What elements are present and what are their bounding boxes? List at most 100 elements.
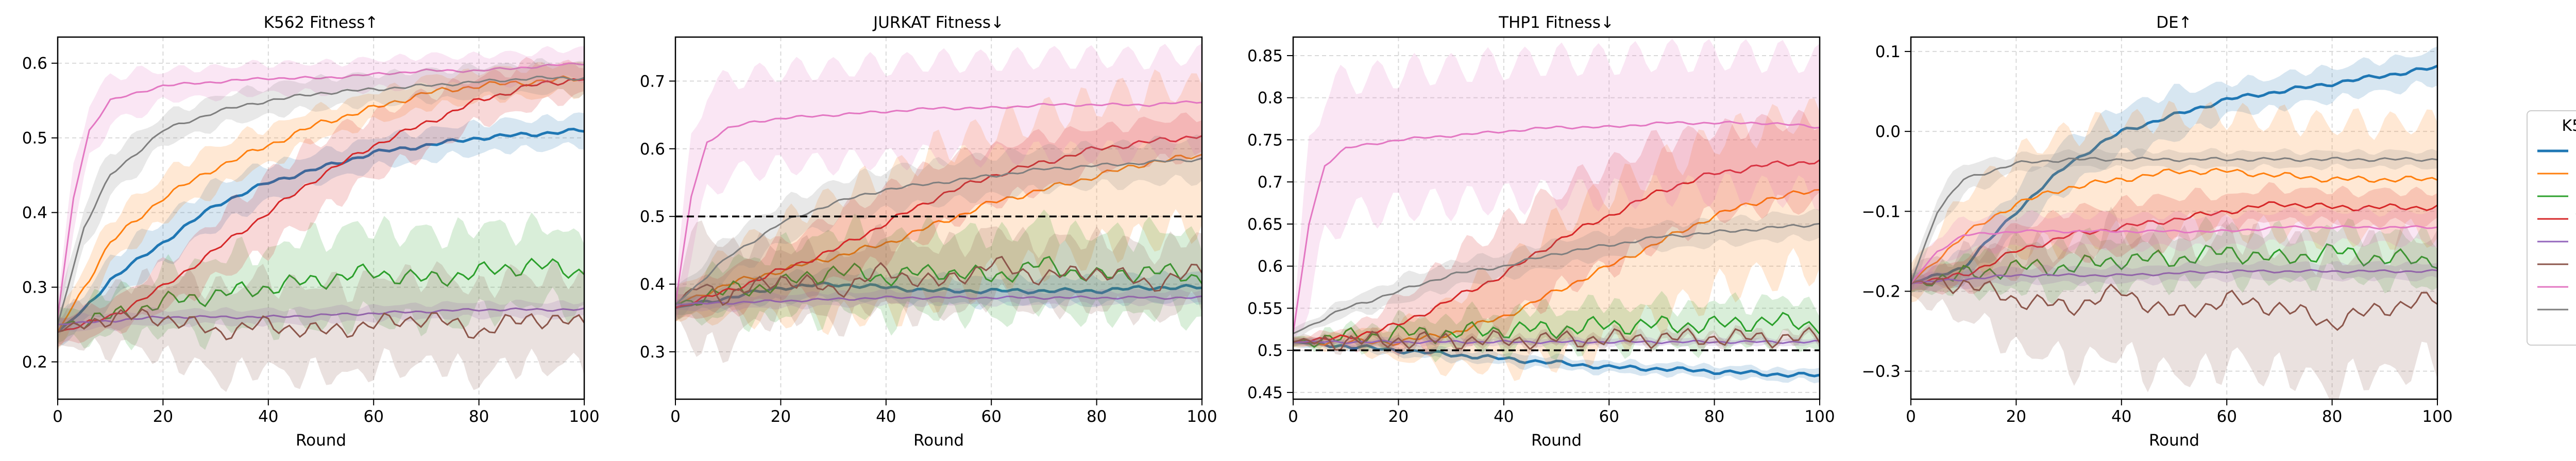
x-tick-label: 60 — [2216, 407, 2236, 426]
series-line-ours — [1911, 64, 2437, 285]
band-pex — [1911, 148, 2437, 293]
y-tick-label: 0.65 — [1247, 215, 1283, 234]
band-cma-es — [58, 299, 584, 332]
x-tick-label: 40 — [2111, 407, 2131, 426]
plot-area — [675, 43, 1202, 363]
series-line-adalead — [58, 62, 584, 317]
x-tick-label: 40 — [258, 407, 278, 426]
x-tick-label: 40 — [876, 407, 896, 426]
plot-area — [1911, 46, 2437, 399]
band-adalead — [675, 43, 1202, 323]
series-line-cma-es — [58, 307, 584, 326]
y-tick-label: −0.3 — [1862, 363, 1901, 381]
x-tick-label: 60 — [1599, 407, 1619, 426]
series-line-bo — [1911, 243, 2437, 287]
x-tick-label: 20 — [1388, 407, 1409, 426]
series-line-pex — [58, 75, 584, 325]
series-line-log-barrier — [1911, 167, 2437, 284]
legend-item-pex: PEX — [2537, 309, 2568, 311]
band-bo — [675, 209, 1202, 336]
band-cma-es — [675, 288, 1202, 313]
legend-item-log-barrier: Log Barrier — [2537, 173, 2568, 175]
series-line-ours — [675, 281, 1202, 310]
band-lag-ppo — [1911, 207, 2437, 399]
x-tick-label: 100 — [2422, 407, 2452, 426]
band-log-barrier — [675, 69, 1202, 335]
y-tick-label: 0.85 — [1247, 47, 1283, 65]
x-tick-label: 80 — [469, 407, 489, 426]
legend-item-lag-ppo: Lag PPO — [2537, 263, 2568, 265]
axes-frame — [57, 36, 585, 400]
series-line-taco — [58, 78, 584, 333]
y-tick-label: 0.55 — [1247, 299, 1283, 318]
series-line-taco — [1911, 201, 2437, 284]
y-tick-label: 0.4 — [22, 204, 47, 223]
axes-frame — [674, 36, 1203, 400]
y-tick-label: 0.3 — [640, 343, 665, 362]
y-tick-label: 0.75 — [1247, 131, 1283, 149]
x-tick-label: 20 — [153, 407, 173, 426]
band-taco — [1293, 109, 1820, 356]
band-log-barrier — [1293, 98, 1820, 381]
x-axis-label: Round — [2149, 431, 2199, 450]
series-line-lag-ppo — [1911, 278, 2437, 331]
band-taco — [58, 57, 584, 348]
legend-item-bo: BO — [2537, 195, 2568, 197]
series-line-cma-es — [675, 295, 1202, 305]
series-line-ours — [58, 127, 584, 333]
y-tick-label: 0.6 — [22, 55, 47, 73]
x-tick-label: 0 — [1906, 407, 1916, 426]
y-tick-label: 0.45 — [1247, 384, 1283, 402]
band-pex — [58, 58, 584, 342]
series-line-taco — [1293, 159, 1820, 343]
series-line-adalead — [675, 100, 1202, 305]
x-tick-label: 60 — [981, 407, 1001, 426]
series-line-lag-ppo — [58, 308, 584, 340]
legend-entries: OursLog BarrierBOTACOCMA-ESLag PPOAdaLea… — [2537, 149, 2576, 311]
y-tick-label: −0.1 — [1862, 202, 1901, 221]
band-pex — [675, 134, 1202, 320]
y-tick-label: 0.0 — [1875, 123, 1901, 141]
series-line-ours — [1293, 340, 1820, 378]
x-tick-label: 80 — [1087, 407, 1107, 426]
band-adalead — [1293, 39, 1820, 342]
y-tick-label: −0.2 — [1862, 282, 1901, 301]
chart-title: DE↑ — [2156, 13, 2192, 32]
x-tick-label: 100 — [569, 407, 599, 426]
band-taco — [1911, 182, 2437, 295]
band-lag-ppo — [675, 220, 1202, 363]
y-tick-label: 0.5 — [22, 129, 47, 148]
y-tick-label: 0.7 — [1258, 173, 1283, 192]
plot-area — [58, 46, 584, 392]
series-line-cma-es — [1911, 269, 2437, 284]
series-line-adalead — [1911, 225, 2437, 284]
chart-title: K562 Fitness↑ — [264, 13, 379, 32]
x-tick-label: 80 — [1704, 407, 1724, 426]
series-line-adalead — [1293, 121, 1820, 334]
band-pex — [1293, 208, 1820, 338]
band-bo — [1911, 216, 2437, 305]
x-tick-label: 0 — [53, 407, 63, 426]
band-adalead — [58, 46, 584, 331]
series-line-lag-ppo — [1293, 327, 1820, 351]
x-tick-label: 20 — [2006, 407, 2026, 426]
band-cma-es — [1911, 260, 2437, 292]
x-tick-label: 60 — [363, 407, 383, 426]
axes-frame — [1292, 36, 1821, 400]
x-tick-label: 80 — [2322, 407, 2342, 426]
chart-title: THP1 Fitness↓ — [1498, 13, 1614, 32]
y-tick-label: 0.8 — [1258, 89, 1283, 108]
x-tick-label: 40 — [1494, 407, 1514, 426]
band-lag-ppo — [58, 260, 584, 392]
charts: 0 20 40 60 80 100 0.2 0.3 0.4 0.5 0.6 K562 Fitness↑… — [22, 13, 2453, 450]
x-axis-label: Round — [296, 431, 346, 450]
y-tick-label: 0.6 — [640, 140, 665, 159]
series-line-log-barrier — [58, 75, 584, 333]
x-tick-label: 0 — [1288, 407, 1298, 426]
y-tick-label: 0.4 — [640, 276, 665, 294]
series-line-bo — [58, 258, 584, 330]
chart-panel-2: 0 20 40 60 80 100 0.3 0.4 0.5 0.6 0.7 JURKAT Fitnes… — [640, 13, 1217, 450]
band-log-barrier — [1911, 100, 2437, 303]
chart-title: JURKAT Fitness↓ — [872, 13, 1004, 32]
